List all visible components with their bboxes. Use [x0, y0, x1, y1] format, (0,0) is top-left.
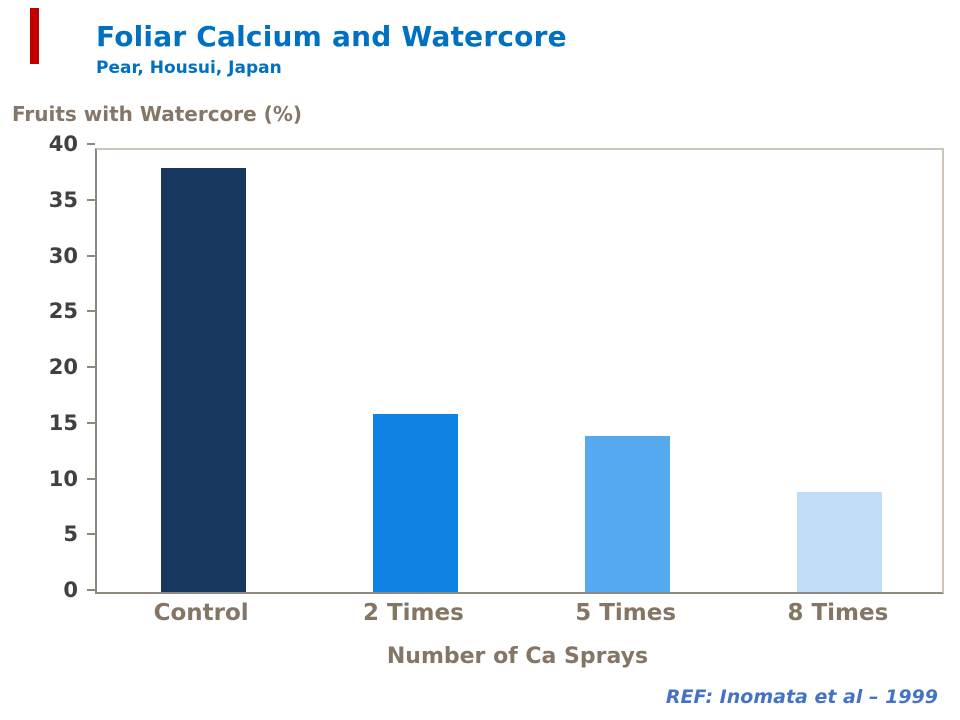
x-category-label: 2 Times	[362, 600, 464, 626]
bar-5-times	[585, 435, 671, 592]
y-tick-mark	[87, 198, 95, 201]
bar-2-times	[372, 413, 458, 592]
y-tick-label: 20	[48, 355, 78, 379]
y-tick-mark	[87, 143, 95, 145]
red-accent-bar	[30, 8, 39, 64]
y-tick-label: 25	[48, 299, 78, 324]
y-tick-mark	[87, 366, 95, 368]
y-axis-title: Fruits with Watercore (%)	[12, 102, 302, 126]
y-tick-label: 15	[48, 410, 78, 435]
y-tick-label: 0	[63, 578, 78, 602]
chart-title: Foliar Calcium and Watercore	[96, 20, 567, 53]
x-category-label: 5 Times	[575, 600, 677, 626]
y-tick-mark	[87, 254, 95, 257]
reference-text: REF: Inomata et al – 1999	[665, 686, 938, 708]
y-tick-label: 30	[48, 243, 78, 268]
plot-area	[95, 148, 944, 594]
y-tick-mark	[87, 477, 95, 480]
x-axis-title: Number of Ca Sprays	[386, 644, 649, 669]
x-category-label: Control	[153, 600, 249, 626]
y-tick-mark	[87, 589, 95, 591]
y-axis-ticks: 0 5 10 15 20 25 30 35 40	[0, 132, 95, 602]
y-tick-label: 35	[48, 187, 78, 212]
x-category-label: 8 Times	[787, 600, 889, 626]
y-tick-mark	[87, 310, 95, 313]
bar-control	[160, 168, 246, 592]
y-tick-label: 10	[48, 466, 78, 491]
x-axis-labels: Control 2 Times 5 Times 8 Times	[95, 600, 940, 632]
y-tick-mark	[87, 421, 95, 424]
y-tick-mark	[87, 533, 95, 536]
chart-subtitle: Pear, Housui, Japan	[96, 58, 282, 78]
y-tick-label: 40	[48, 132, 78, 156]
bar-8-times	[797, 491, 883, 592]
y-tick-label: 5	[63, 522, 78, 547]
